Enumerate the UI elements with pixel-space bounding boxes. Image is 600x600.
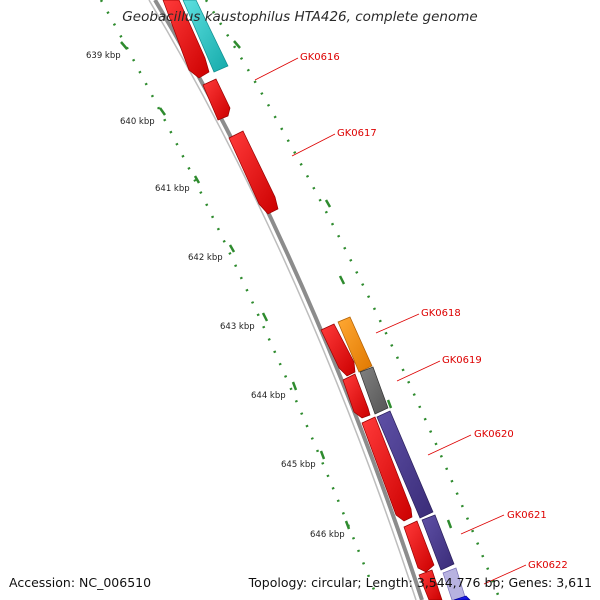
outer-ruler-dots — [204, 0, 502, 600]
ruler-tick-642 — [228, 244, 236, 253]
leader-line-gk0622 — [483, 564, 527, 585]
ruler-label-645: 645 kbp — [281, 460, 316, 470]
ruler-major-ticks — [120, 41, 351, 530]
ruler-labels: 639 kbp 640 kbp 641 kbp 642 kbp 643 kbp … — [86, 51, 345, 540]
ruler-tick-641 — [193, 175, 201, 184]
feature-blue — [453, 595, 471, 600]
leader-line-gk0619 — [396, 360, 441, 382]
cds-arrow — [320, 323, 356, 377]
accession-text: Accession: NC_006510 — [9, 575, 152, 590]
genome-title: Geobacillus kaustophilus HTA426, complet… — [122, 9, 478, 25]
ruler-label-641: 641 kbp — [155, 184, 190, 194]
leader-line-gk0620 — [427, 434, 472, 456]
gene-label-gk0621[interactable]: GK0621 — [507, 510, 547, 521]
genome-backbone-shadow — [148, 0, 417, 600]
ruler-tick-643 — [261, 312, 269, 322]
ruler-label-643: 643 kbp — [220, 322, 255, 332]
cds-arrow — [202, 78, 231, 121]
feature-track-outer — [182, 0, 471, 600]
outer-tick — [233, 40, 241, 49]
ruler-label-646: 646 kbp — [310, 530, 345, 540]
feature-orange — [337, 316, 373, 373]
gene-label-gk0617[interactable]: GK0617 — [337, 128, 377, 139]
outer-tick — [386, 399, 393, 409]
cds-arrow — [342, 373, 371, 419]
gene-leader-lines — [254, 57, 527, 585]
ruler-tick-640 — [158, 107, 167, 116]
cds-arrow — [162, 0, 210, 79]
feature-purple-2 — [421, 514, 455, 571]
feature-light-purple — [442, 567, 467, 600]
leader-line-gk0621 — [460, 514, 505, 535]
ruler-tick-646 — [344, 520, 351, 530]
gene-label-gk0616[interactable]: GK0616 — [300, 52, 340, 63]
outer-tick — [324, 199, 332, 208]
outer-ruler-ticks — [233, 40, 453, 529]
feature-purple-1 — [376, 410, 434, 519]
ruler-tick-644 — [291, 381, 298, 391]
ruler-label-639: 639 kbp — [86, 51, 121, 61]
gene-label-gk0620[interactable]: GK0620 — [474, 429, 514, 440]
gene-label-gk0619[interactable]: GK0619 — [442, 355, 482, 366]
genome-summary-text: Topology: circular; Length: 3,544,776 bp… — [248, 575, 592, 590]
gene-label-gk0618[interactable]: GK0618 — [421, 308, 461, 319]
genome-backbone — [153, 0, 424, 600]
leader-line-gk0618 — [375, 313, 420, 334]
ruler-label-640: 640 kbp — [120, 117, 155, 127]
ruler-label-644: 644 kbp — [251, 391, 286, 401]
gene-labels: GK0616 GK0617 GK0618 GK0619 GK0620 GK062… — [300, 52, 568, 571]
leader-line-gk0617 — [291, 133, 336, 157]
leader-line-gk0616 — [254, 57, 299, 81]
cds-arrow — [228, 130, 279, 215]
feature-gray — [359, 366, 389, 415]
cds-arrow — [418, 569, 443, 600]
cds-track — [162, 0, 443, 600]
ruler-label-642: 642 kbp — [188, 253, 223, 263]
ruler-minor-dots — [99, 0, 380, 600]
ruler-tick-645 — [319, 450, 326, 460]
outer-tick — [338, 275, 346, 285]
gene-label-gk0622[interactable]: GK0622 — [528, 560, 568, 571]
feature-cyan — [182, 0, 229, 73]
cds-arrow — [403, 520, 435, 573]
cds-arrow — [361, 416, 413, 522]
outer-tick — [446, 519, 453, 529]
